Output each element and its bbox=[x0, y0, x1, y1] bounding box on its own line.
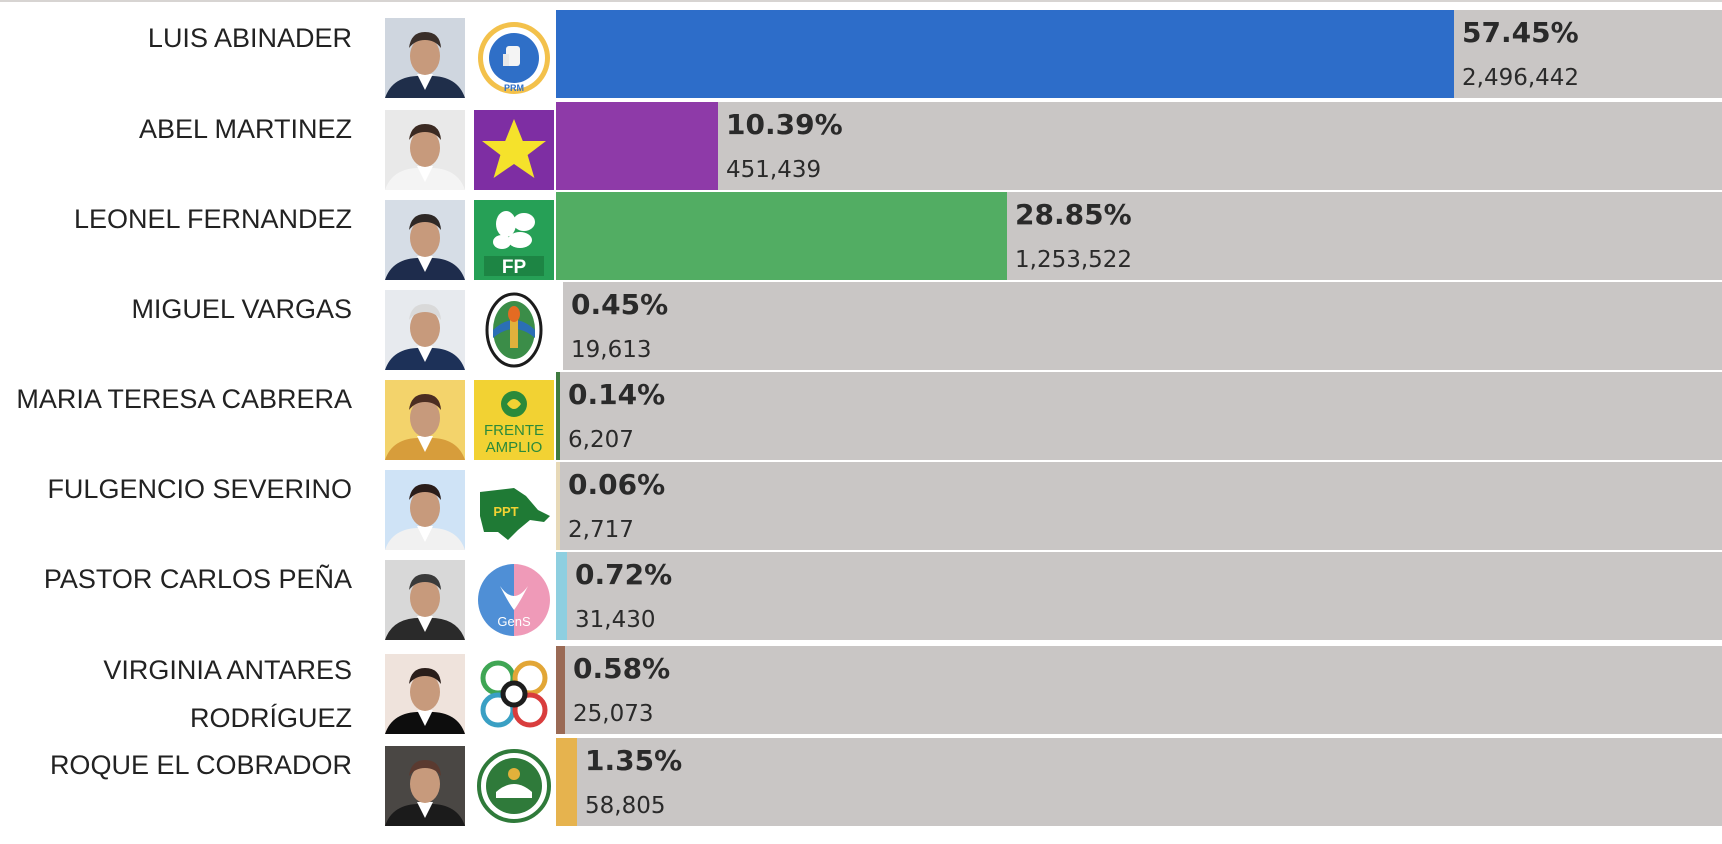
candidate-name-line: MARIA TERESA CABRERA bbox=[16, 384, 352, 414]
candidate-name: LEONEL FERNANDEZ bbox=[0, 195, 352, 243]
bar-fill bbox=[556, 372, 560, 460]
bar-track bbox=[556, 552, 1722, 640]
percent-label: 0.06% bbox=[568, 468, 666, 501]
candidate-name-line: VIRGINIA ANTARES bbox=[103, 655, 352, 685]
bar-track bbox=[556, 646, 1722, 734]
top-divider bbox=[0, 0, 1722, 2]
svg-text:AMPLIO: AMPLIO bbox=[486, 439, 543, 456]
prd-party-logo bbox=[474, 290, 554, 370]
votes-label: 6,207 bbox=[568, 427, 634, 453]
candidate-name: LUIS ABINADER bbox=[0, 14, 352, 62]
votes-label: 19,613 bbox=[571, 337, 652, 363]
bar-fill bbox=[556, 10, 1454, 98]
votes-label: 451,439 bbox=[726, 157, 822, 183]
candidate-photo bbox=[385, 110, 465, 190]
bar-fill bbox=[556, 552, 567, 640]
votes-label: 2,496,442 bbox=[1462, 65, 1580, 91]
prm-party-logo: PRM bbox=[474, 18, 554, 98]
votes-label: 31,430 bbox=[575, 607, 656, 633]
bar-track bbox=[556, 738, 1722, 826]
candidate-name-line: LUIS ABINADER bbox=[147, 23, 352, 53]
candidate-name: VIRGINIA ANTARES RODRÍGUEZ bbox=[0, 646, 352, 742]
percent-label: 0.72% bbox=[575, 558, 673, 591]
candidate-name-line: LEONEL FERNANDEZ bbox=[73, 204, 352, 234]
bar-track bbox=[556, 192, 1722, 280]
fp-party-logo: FP bbox=[474, 200, 554, 280]
svg-text:GenS: GenS bbox=[497, 614, 531, 629]
bar-track bbox=[556, 10, 1722, 98]
percent-label: 1.35% bbox=[585, 744, 683, 777]
candidate-name: PASTOR CARLOS PEÑA bbox=[0, 555, 352, 603]
bar-track bbox=[556, 372, 1722, 460]
candidate-photo bbox=[385, 746, 465, 826]
pld-star-logo bbox=[474, 110, 554, 190]
bar-track bbox=[556, 102, 1722, 190]
candidate-name-line: ROQUE EL COBRADOR bbox=[49, 750, 352, 780]
gens-party-logo: GenS bbox=[474, 560, 554, 640]
candidate-name-line: FULGENCIO SEVERINO bbox=[47, 474, 352, 504]
percent-label: 57.45% bbox=[1462, 16, 1579, 49]
candidate-name-line: ABEL MARTINEZ bbox=[138, 114, 352, 144]
svg-text:PPT: PPT bbox=[493, 504, 518, 519]
percent-label: 10.39% bbox=[726, 108, 843, 141]
bar-fill bbox=[556, 646, 565, 734]
candidate-name: ABEL MARTINEZ bbox=[0, 105, 352, 153]
percent-label: 0.45% bbox=[571, 288, 669, 321]
svg-text:FP: FP bbox=[502, 257, 527, 278]
candidate-photo bbox=[385, 380, 465, 460]
opcion-democratica-logo bbox=[474, 654, 554, 734]
percent-label: 0.58% bbox=[573, 652, 671, 685]
bar-fill bbox=[556, 738, 577, 826]
bar-fill bbox=[556, 192, 1007, 280]
percent-label: 0.14% bbox=[568, 378, 666, 411]
bar-track bbox=[556, 282, 1722, 370]
svg-text:PRM: PRM bbox=[504, 83, 524, 93]
candidate-name-line: PASTOR CARLOS PEÑA bbox=[43, 564, 352, 594]
votes-label: 1,253,522 bbox=[1015, 247, 1133, 273]
candidate-photo bbox=[385, 200, 465, 280]
jpm-party-logo bbox=[474, 746, 554, 826]
votes-label: 2,717 bbox=[568, 517, 634, 543]
bar-fill bbox=[556, 102, 718, 190]
candidate-photo bbox=[385, 654, 465, 734]
candidate-photo bbox=[385, 560, 465, 640]
candidate-photo bbox=[385, 290, 465, 370]
candidate-photo bbox=[385, 18, 465, 98]
bar-track bbox=[556, 462, 1722, 550]
votes-label: 25,073 bbox=[573, 701, 654, 727]
candidate-name-line: MIGUEL VARGAS bbox=[131, 294, 352, 324]
bar-fill bbox=[556, 282, 563, 370]
candidate-name: FULGENCIO SEVERINO bbox=[0, 465, 352, 513]
candidate-name: MARIA TERESA CABRERA bbox=[0, 375, 352, 423]
candidate-name: ROQUE EL COBRADOR bbox=[0, 741, 352, 789]
svg-text:FRENTE: FRENTE bbox=[484, 422, 544, 439]
candidate-photo bbox=[385, 470, 465, 550]
ppt-party-logo: PPT bbox=[474, 470, 554, 550]
candidate-name-line: RODRÍGUEZ bbox=[190, 703, 352, 733]
frente-amplio-logo: FRENTE AMPLIO bbox=[474, 380, 554, 460]
votes-label: 58,805 bbox=[585, 793, 666, 819]
candidate-name: MIGUEL VARGAS bbox=[0, 285, 352, 333]
percent-label: 28.85% bbox=[1015, 198, 1132, 231]
bar-fill bbox=[556, 462, 560, 550]
